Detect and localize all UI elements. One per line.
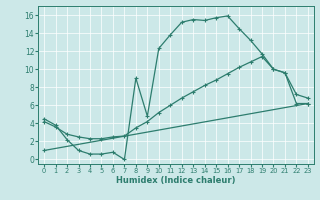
X-axis label: Humidex (Indice chaleur): Humidex (Indice chaleur) [116,176,236,185]
